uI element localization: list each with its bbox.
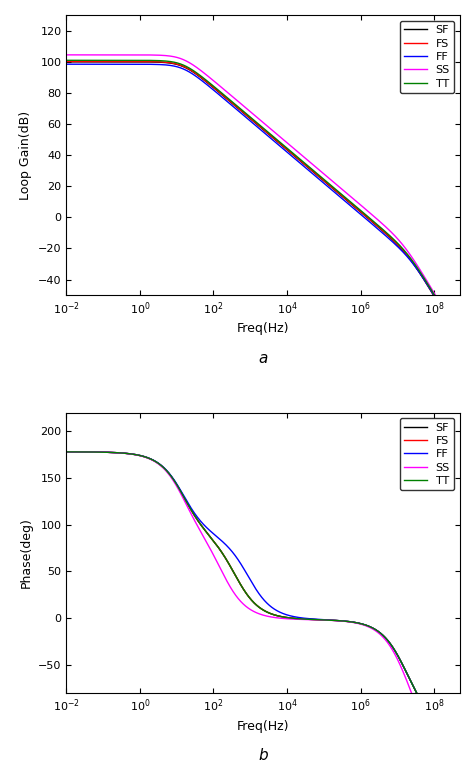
FS (64, 447, 69, 457)
SF (64, 57, 69, 66)
FF (64, 59, 69, 68)
SS (64, 50, 69, 59)
SS (132, 50, 137, 59)
Text: b: b (258, 749, 268, 761)
Line: SF: SF (66, 62, 460, 339)
SS (214, 558, 220, 567)
SF (109, 448, 114, 457)
Y-axis label: Phase(deg): Phase(deg) (19, 517, 33, 588)
X-axis label: Freq(Hz): Freq(Hz) (237, 720, 289, 733)
FS (132, 57, 137, 66)
SS (407, 683, 412, 693)
FS (109, 448, 114, 457)
TT (214, 84, 220, 94)
Text: a: a (258, 351, 268, 366)
TT (407, 674, 412, 683)
FF (132, 59, 137, 68)
Legend: SF, FS, FF, SS, TT: SF, FS, FF, SS, TT (400, 419, 454, 490)
Legend: SF, FS, FF, SS, TT: SF, FS, FF, SS, TT (400, 21, 454, 93)
FS (449, 321, 455, 330)
FS (407, 254, 412, 263)
SS (457, 332, 463, 341)
FF (457, 334, 463, 343)
SF (407, 254, 412, 263)
FS (109, 57, 114, 66)
TT (407, 253, 412, 262)
FF (214, 88, 220, 97)
FF (231, 549, 237, 559)
TT (449, 320, 455, 330)
Line: FF: FF (66, 64, 460, 339)
SF (214, 541, 220, 550)
Line: FS: FS (66, 452, 460, 761)
FS (64, 57, 69, 66)
SF (449, 322, 455, 331)
TT (64, 56, 69, 65)
X-axis label: Freq(Hz): Freq(Hz) (237, 322, 289, 335)
SS (214, 79, 220, 88)
FF (64, 447, 69, 457)
SF (231, 100, 237, 110)
Y-axis label: Loop Gain(dB): Loop Gain(dB) (19, 110, 32, 199)
Line: SS: SS (66, 55, 460, 336)
SF (109, 57, 114, 66)
SF (64, 447, 69, 457)
TT (457, 333, 463, 342)
Line: TT: TT (66, 60, 460, 338)
SS (449, 319, 455, 328)
TT (132, 450, 137, 459)
FF (109, 59, 114, 68)
FS (457, 334, 463, 343)
SS (407, 250, 412, 259)
SF (449, 756, 455, 761)
Line: SS: SS (66, 452, 460, 761)
FS (132, 450, 137, 459)
TT (132, 56, 137, 65)
SF (407, 674, 412, 683)
SF (231, 568, 237, 578)
TT (64, 447, 69, 457)
SS (64, 447, 69, 457)
TT (449, 756, 455, 761)
SS (132, 450, 137, 459)
TT (109, 56, 114, 65)
TT (231, 568, 237, 578)
FF (407, 255, 412, 264)
FS (407, 674, 412, 683)
Line: SF: SF (66, 452, 460, 761)
SS (109, 448, 114, 457)
SF (457, 335, 463, 344)
SS (231, 94, 237, 103)
FF (214, 533, 220, 542)
Line: FF: FF (66, 452, 460, 761)
Line: FS: FS (66, 62, 460, 339)
Line: TT: TT (66, 452, 460, 761)
FF (132, 450, 137, 459)
FS (214, 86, 220, 95)
FF (449, 756, 455, 761)
TT (231, 99, 237, 108)
FS (231, 568, 237, 578)
SS (109, 50, 114, 59)
TT (214, 541, 220, 550)
TT (109, 448, 114, 457)
FF (449, 321, 455, 330)
FF (231, 103, 237, 112)
FS (214, 541, 220, 550)
SF (132, 450, 137, 459)
FS (231, 100, 237, 110)
SF (214, 86, 220, 95)
FF (407, 674, 412, 683)
SS (231, 589, 237, 598)
SF (132, 57, 137, 66)
FF (109, 448, 114, 457)
FS (449, 756, 455, 761)
